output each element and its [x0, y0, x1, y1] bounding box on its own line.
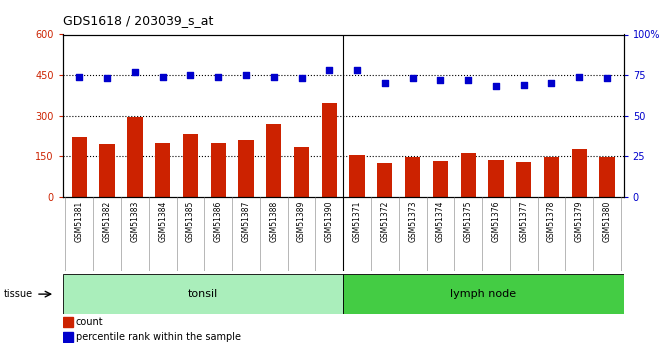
Text: GSM51387: GSM51387: [242, 200, 251, 242]
Point: [74, 74, 84, 79]
Bar: [599, 157, 614, 197]
Point: [352, 67, 362, 73]
Text: tissue: tissue: [3, 289, 32, 299]
Text: lymph node: lymph node: [450, 289, 517, 299]
Text: GSM51379: GSM51379: [575, 200, 583, 242]
Text: GDS1618 / 203039_s_at: GDS1618 / 203039_s_at: [63, 14, 213, 27]
Bar: [343, 274, 624, 314]
Bar: [405, 157, 420, 197]
Bar: [183, 135, 198, 197]
Point: [102, 76, 112, 81]
Text: percentile rank within the sample: percentile rank within the sample: [76, 332, 241, 342]
Point: [407, 76, 418, 81]
Text: count: count: [76, 317, 104, 327]
Point: [546, 80, 557, 86]
Bar: [349, 155, 365, 197]
Point: [463, 77, 473, 83]
Bar: [127, 117, 143, 197]
Point: [185, 72, 196, 78]
Text: GSM51389: GSM51389: [297, 200, 306, 242]
Point: [129, 69, 140, 75]
Bar: [238, 140, 253, 197]
Point: [213, 74, 224, 79]
Text: GSM51381: GSM51381: [75, 200, 84, 242]
Point: [157, 74, 168, 79]
Bar: [155, 142, 170, 197]
Text: GSM51376: GSM51376: [492, 200, 500, 242]
Point: [519, 82, 529, 88]
Text: GSM51390: GSM51390: [325, 200, 334, 242]
Bar: [294, 147, 309, 197]
Text: GSM51374: GSM51374: [436, 200, 445, 242]
Bar: [63, 332, 73, 342]
Bar: [433, 161, 448, 197]
Bar: [63, 317, 73, 327]
Text: GSM51386: GSM51386: [214, 200, 222, 242]
Bar: [321, 104, 337, 197]
Text: GSM51378: GSM51378: [547, 200, 556, 242]
Point: [296, 76, 307, 81]
Point: [324, 67, 335, 73]
Text: GSM51375: GSM51375: [464, 200, 473, 242]
Bar: [266, 124, 281, 197]
Text: GSM51382: GSM51382: [103, 200, 112, 242]
Point: [435, 77, 446, 83]
Point: [490, 83, 501, 89]
Point: [379, 80, 390, 86]
Bar: [72, 137, 87, 197]
Text: GSM51371: GSM51371: [352, 200, 362, 242]
Text: GSM51385: GSM51385: [186, 200, 195, 242]
Bar: [488, 160, 504, 197]
Point: [602, 76, 612, 81]
Bar: [516, 162, 531, 197]
Text: GSM51388: GSM51388: [269, 200, 279, 242]
Bar: [211, 142, 226, 197]
Text: tonsil: tonsil: [188, 289, 218, 299]
Point: [574, 74, 585, 79]
Text: GSM51372: GSM51372: [380, 200, 389, 242]
Text: GSM51384: GSM51384: [158, 200, 167, 242]
Bar: [461, 154, 476, 197]
Text: GSM51383: GSM51383: [131, 200, 139, 242]
Text: GSM51380: GSM51380: [603, 200, 612, 242]
Text: GSM51377: GSM51377: [519, 200, 528, 242]
Bar: [544, 157, 559, 197]
Bar: [63, 274, 343, 314]
Bar: [100, 144, 115, 197]
Point: [241, 72, 251, 78]
Bar: [572, 149, 587, 197]
Point: [269, 74, 279, 79]
Text: GSM51373: GSM51373: [408, 200, 417, 242]
Bar: [378, 163, 393, 197]
